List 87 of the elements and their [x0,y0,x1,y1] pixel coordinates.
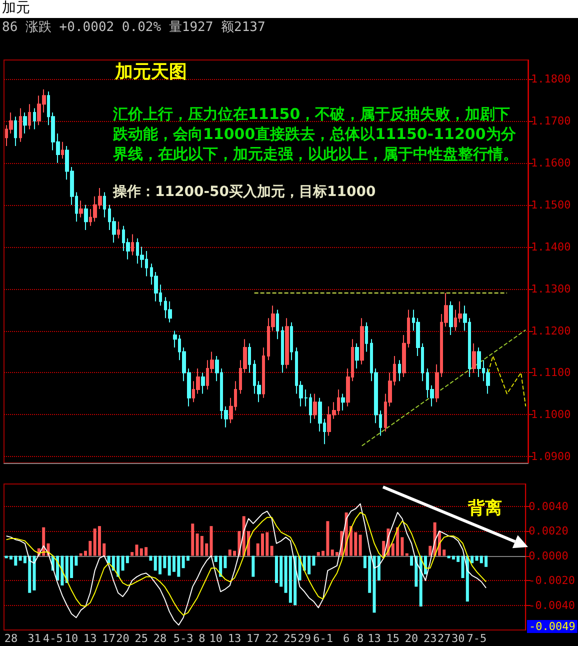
bar [149,556,152,561]
y-tick-label: 0.0000 [528,549,568,562]
bar [210,526,213,556]
x-tick-label: 17 [246,632,260,645]
y-tick-label: 1.1700 [531,114,571,128]
x-tick-label: 17 [102,632,116,645]
x-tick-label: 28 [4,632,18,645]
x-tick-label: 28 [153,632,167,645]
candlestick [365,322,368,352]
candlestick [285,318,289,370]
candlestick [449,300,453,336]
x-tick-label: 25 [134,632,148,645]
bar [32,556,36,590]
candlestick [23,112,27,134]
chart-title: 加元 [2,0,30,16]
x-tick-label: 15 [386,632,400,645]
x-tick-label: 5-3 [173,632,194,645]
x-tick-label: 20 [116,632,130,645]
x-tick-label: 10 [209,632,223,645]
bar [191,524,194,556]
y-tick-label: 0.0020 [528,524,568,538]
x-tick-label: 8 [198,632,206,645]
candlestick [472,342,476,374]
candlestick [14,116,17,147]
bar [358,534,362,556]
candlestick [61,141,64,160]
x-tick-label: 22 [265,632,278,645]
bar [270,546,274,556]
candlestick [360,318,364,365]
x-tick-label: 10 [64,632,78,645]
x-tick-label: 20 [404,632,418,645]
candlestick [33,108,36,130]
text: -0.0049 [529,620,576,633]
line-series [488,355,526,407]
y-tick-label: 0.0040 [528,500,568,513]
bar [252,556,255,577]
y-tick-label: 1.1500 [531,198,571,212]
x-tick-label: 23 [424,632,437,645]
candlestick [398,360,401,382]
candlestick [355,342,359,370]
candlestick [201,372,205,394]
y-tick-label: -0.0020 [528,574,575,588]
x-tick-label: 31 [28,632,41,645]
candlestick [168,300,172,323]
x-tick-label: 27 [438,632,451,645]
y-tick-label: 1.1100 [531,366,571,380]
x-tick-label: 6 [343,632,350,645]
x-tick-label: 13 [368,632,381,645]
annotation: 操作：11200-50买入加元，目标11000 [112,184,376,200]
y-tick-label: 1.1000 [531,408,571,422]
candlestick [290,322,293,361]
candlestick [79,200,83,218]
candlestick [341,393,345,412]
bar [405,553,408,556]
candlestick [281,326,284,374]
x-tick-label: 13 [228,632,242,645]
annotation: 汇价上行，压力位在11150，不破，属于反抽失败，加剧下跌动能，会向11000直接跌去，总体以11150-11200为分界线，在此以下，加元走强，以此以上，属于中性盘整行情。 [112,105,518,163]
candlestick [131,234,134,256]
x-tick-label: 4-5 [42,632,63,645]
candlestick [262,347,265,398]
x-tick-label: 7-5 [466,632,487,645]
chart-subtitle: 86 涨跌 +0.0002 0.02% 量1927 额2137 [2,20,266,35]
annotation: 背离 [467,498,502,518]
candlestick [19,108,22,142]
x-tick-label: 29 [298,632,312,645]
x-tick-label: 8 [356,632,364,645]
candlestick [103,192,106,218]
candlestick [117,221,120,239]
y-tick-label: 1.1400 [531,240,571,254]
x-tick-label: 6-1 [313,632,333,645]
candlestick [28,104,31,130]
y-tick-label: 1.0900 [531,450,571,464]
candlestick [276,309,279,340]
x-tick-label: 25 [284,632,298,645]
bar [428,546,432,556]
y-tick-label: 1.1300 [531,282,571,296]
x-tick-label: 13 [84,632,97,645]
candlestick [248,342,251,374]
x-tick-label: 30 [451,632,465,645]
y-tick-label: -0.0040 [528,598,575,612]
y-tick-label: 1.1600 [531,156,571,170]
y-tick-label: 1.1200 [531,324,571,338]
y-tick-label: 1.1800 [531,72,571,86]
annotation: 加元天图 [114,62,187,82]
candlestick [477,347,481,378]
candlestick [313,393,317,420]
candlestick [84,204,88,231]
